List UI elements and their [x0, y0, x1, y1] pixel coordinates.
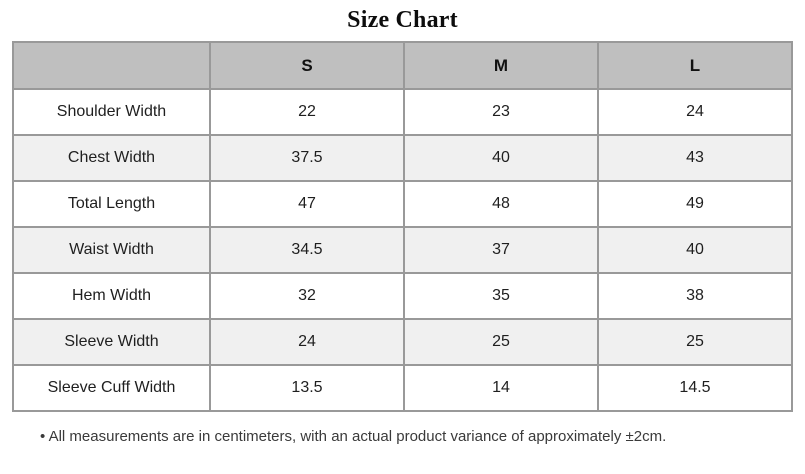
table-row: Sleeve Width 24 25 25 [12, 318, 793, 366]
row-label: Shoulder Width [12, 88, 211, 136]
table-row: Hem Width 32 35 38 [12, 272, 793, 320]
cell-value: 34.5 [209, 226, 405, 274]
row-label: Sleeve Cuff Width [12, 364, 211, 412]
row-label: Waist Width [12, 226, 211, 274]
cell-value: 24 [597, 88, 793, 136]
cell-value: 47 [209, 180, 405, 228]
row-label: Chest Width [12, 134, 211, 182]
row-label: Total Length [12, 180, 211, 228]
cell-value: 40 [597, 226, 793, 274]
size-column-header: S [209, 41, 405, 90]
size-column-header: L [597, 41, 793, 90]
table-row: Waist Width 34.5 37 40 [12, 226, 793, 274]
cell-value: 37.5 [209, 134, 405, 182]
corner-header-cell [12, 41, 211, 90]
cell-value: 14.5 [597, 364, 793, 412]
table-row: Shoulder Width 22 23 24 [12, 88, 793, 136]
table-row: Chest Width 37.5 40 43 [12, 134, 793, 182]
cell-value: 43 [597, 134, 793, 182]
cell-value: 32 [209, 272, 405, 320]
size-column-header: M [403, 41, 599, 90]
cell-value: 13.5 [209, 364, 405, 412]
cell-value: 25 [403, 318, 599, 366]
table-row: Total Length 47 48 49 [12, 180, 793, 228]
page-title: Size Chart [347, 7, 458, 33]
cell-value: 22 [209, 88, 405, 136]
cell-value: 48 [403, 180, 599, 228]
row-label: Hem Width [12, 272, 211, 320]
cell-value: 40 [403, 134, 599, 182]
cell-value: 25 [597, 318, 793, 366]
cell-value: 37 [403, 226, 599, 274]
cell-value: 35 [403, 272, 599, 320]
row-label: Sleeve Width [12, 318, 211, 366]
cell-value: 14 [403, 364, 599, 412]
cell-value: 24 [209, 318, 405, 366]
cell-value: 23 [403, 88, 599, 136]
table-row: Sleeve Cuff Width 13.5 14 14.5 [12, 364, 793, 412]
cell-value: 38 [597, 272, 793, 320]
measurement-footnote: • All measurements are in centimeters, w… [40, 428, 667, 445]
cell-value: 49 [597, 180, 793, 228]
